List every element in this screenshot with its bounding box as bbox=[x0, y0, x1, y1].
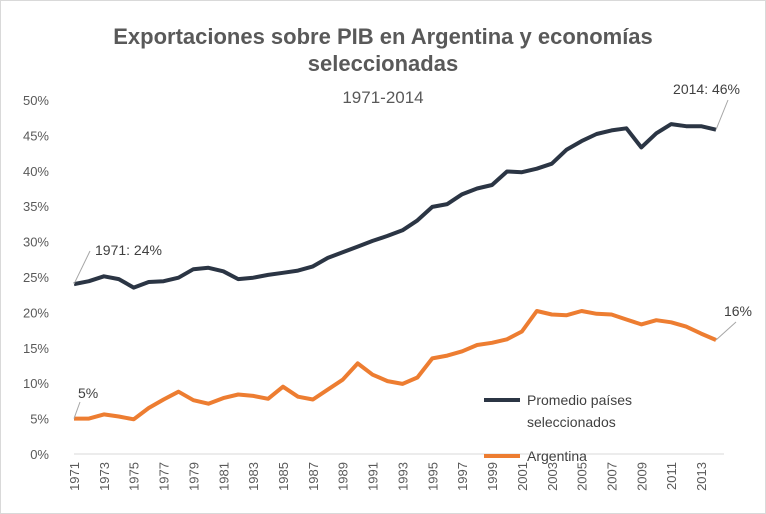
y-tick-label: 5% bbox=[30, 412, 49, 427]
x-tick-label: 1999 bbox=[485, 462, 500, 491]
y-tick-label: 25% bbox=[23, 270, 49, 285]
y-tick-label: 45% bbox=[23, 128, 49, 143]
annotations: 1971: 24% 2014: 46% 5% 16% bbox=[73, 81, 752, 419]
y-tick-label: 0% bbox=[30, 447, 49, 462]
series-line-promedio bbox=[73, 122, 717, 290]
annotation-arg-end: 16% bbox=[724, 303, 752, 319]
legend-label-promedio-line2: seleccionados bbox=[527, 414, 616, 430]
x-tick-label: 1977 bbox=[157, 462, 172, 491]
legend: Promedio países seleccionados Argentina bbox=[484, 392, 632, 464]
legend-label-argentina: Argentina bbox=[527, 448, 587, 464]
legend-label-promedio-line1: Promedio países bbox=[527, 392, 632, 408]
x-tick-label: 2007 bbox=[604, 462, 619, 491]
x-tick-label: 1993 bbox=[395, 462, 410, 491]
y-tick-label: 50% bbox=[23, 93, 49, 108]
series-lines bbox=[73, 122, 717, 422]
x-tick-label: 1991 bbox=[366, 462, 381, 491]
x-tick-label: 2001 bbox=[515, 462, 530, 491]
chart-title-line1: Exportaciones sobre PIB en Argentina y e… bbox=[113, 24, 653, 49]
annotation-leader-arg-end bbox=[715, 321, 737, 341]
x-tick-label: 2003 bbox=[545, 462, 560, 491]
x-axis: 1971 1973 1975 1977 1979 1981 1983 1985 1987 1989… bbox=[67, 462, 709, 491]
x-tick-label: 2009 bbox=[634, 462, 649, 491]
chart-title-line2: seleccionadas bbox=[308, 51, 458, 76]
x-tick-label: 1973 bbox=[97, 462, 112, 491]
x-tick-label: 1985 bbox=[276, 462, 291, 491]
x-tick-label: 1995 bbox=[425, 462, 440, 491]
annotation-leader-avg-end bbox=[715, 99, 729, 130]
x-tick-label: 1997 bbox=[455, 462, 470, 491]
y-tick-label: 15% bbox=[23, 341, 49, 356]
y-tick-label: 20% bbox=[23, 305, 49, 320]
y-tick-label: 35% bbox=[23, 199, 49, 214]
chart-subtitle: 1971-2014 bbox=[342, 88, 423, 107]
x-tick-label: 1981 bbox=[216, 462, 231, 491]
x-tick-label: 1975 bbox=[127, 462, 142, 491]
y-axis: 0% 5% 10% 15% 20% 25% 30% 35% 40% 45% 50% bbox=[23, 93, 49, 462]
x-tick-label: 2013 bbox=[694, 462, 709, 491]
series-line-argentina bbox=[74, 309, 717, 422]
annotation-leader-arg-start bbox=[73, 401, 81, 419]
annotation-avg-start: 1971: 24% bbox=[95, 242, 162, 258]
x-tick-label: 2005 bbox=[575, 462, 590, 491]
annotation-arg-start: 5% bbox=[78, 385, 98, 401]
annotation-leader-avg-start bbox=[73, 250, 91, 285]
x-tick-label: 1987 bbox=[306, 462, 321, 491]
annotation-avg-end: 2014: 46% bbox=[673, 81, 740, 97]
x-tick-label: 2011 bbox=[664, 462, 679, 490]
x-tick-label: 1979 bbox=[186, 462, 201, 491]
y-tick-label: 30% bbox=[23, 235, 49, 250]
y-tick-label: 40% bbox=[23, 164, 49, 179]
y-tick-label: 10% bbox=[23, 376, 49, 391]
x-tick-label: 1983 bbox=[246, 462, 261, 491]
x-tick-label: 1971 bbox=[67, 462, 82, 491]
x-tick-label: 1989 bbox=[336, 462, 351, 491]
